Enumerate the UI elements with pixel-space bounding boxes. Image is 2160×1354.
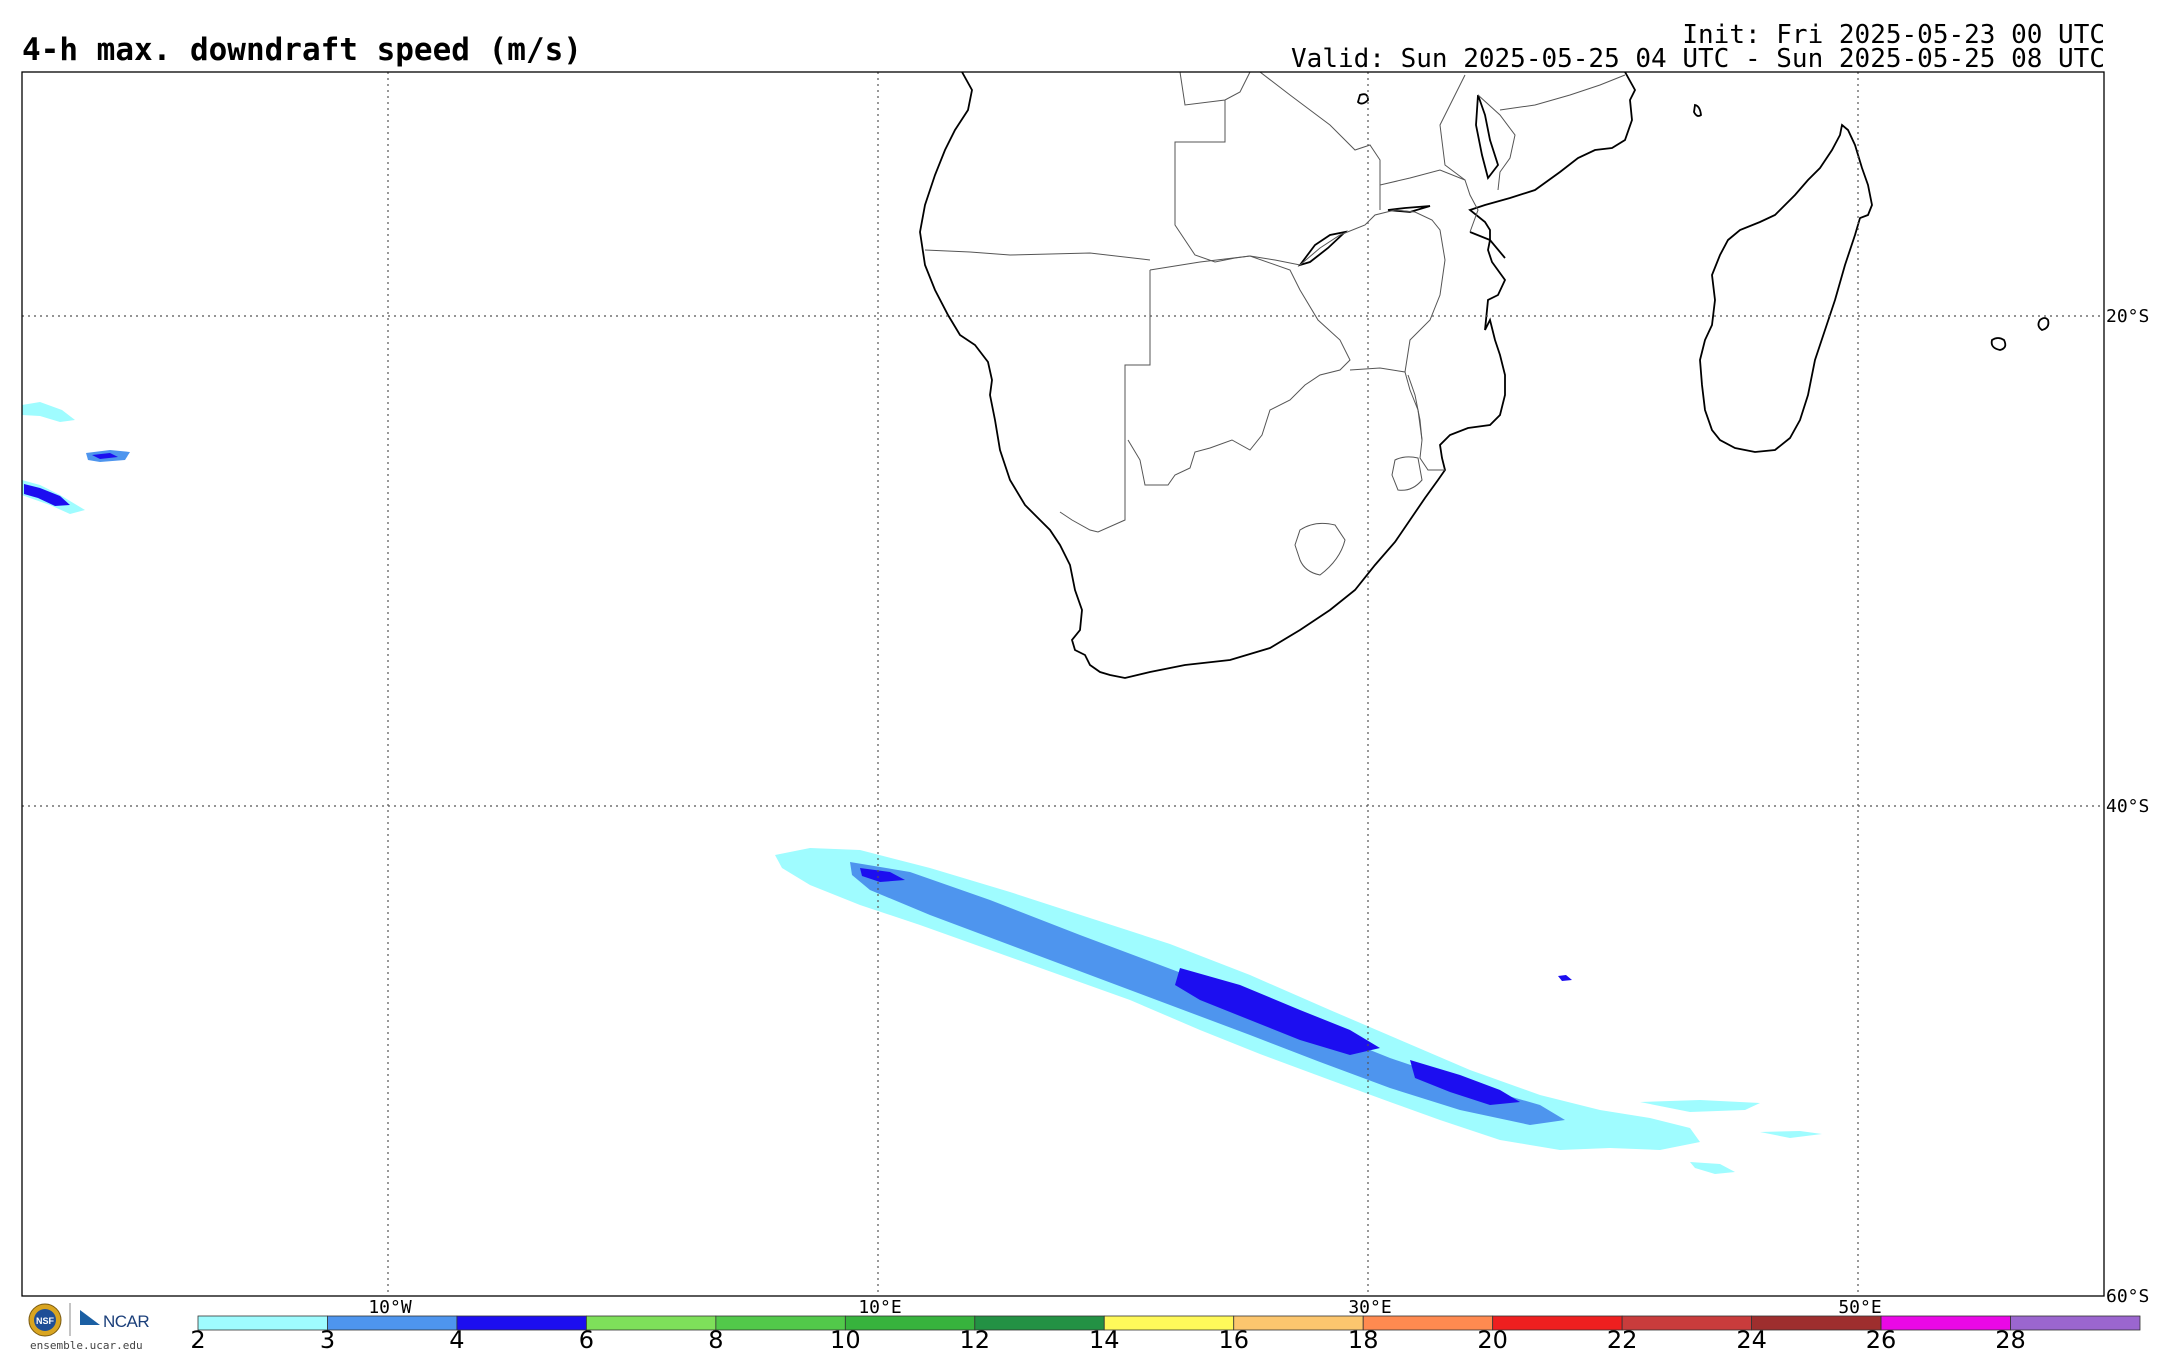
border-botswana — [1127, 255, 1351, 486]
colorbar-swatch — [1362, 1315, 1494, 1331]
madagascar-coastline — [1699, 123, 1873, 453]
colorbar-tick-label: 28 — [1995, 1326, 2026, 1354]
lake-cahora — [1387, 205, 1431, 213]
colorbar-swatch — [844, 1315, 976, 1331]
downdraft-west-dark-2 — [92, 453, 118, 459]
border-mozambique-west — [1379, 169, 1479, 233]
colorbar-tick-label: 6 — [579, 1326, 594, 1354]
lat-label-60s: 60°S — [2106, 1286, 2149, 1307]
lon-label-10w: 10°W — [368, 1297, 412, 1318]
coastlines — [919, 72, 2050, 679]
colorbar-swatch — [1103, 1315, 1235, 1331]
colorbar-swatch — [974, 1315, 1105, 1331]
map-frame — [21, 71, 2105, 1297]
lake-kariba — [1297, 230, 1348, 267]
border-namibia-east — [1059, 270, 1151, 533]
colorbar-tick-label: 8 — [708, 1326, 723, 1354]
island-1 — [1990, 337, 2007, 351]
colorbar-tick-label: 24 — [1736, 1326, 1767, 1354]
border-southafrica-north — [1349, 367, 1445, 471]
lake-malawi — [1475, 94, 1500, 181]
border-lesotho — [1294, 522, 1346, 576]
colorbar-swatch — [1233, 1315, 1364, 1331]
africa-coastline — [919, 72, 1637, 679]
border-tanzania — [1499, 74, 1626, 111]
border-zimbabwe — [1249, 209, 1446, 373]
downdraft-west-light-1 — [22, 402, 75, 422]
downdraft-west-dark-1 — [24, 484, 70, 506]
colorbar-swatch — [2010, 1315, 2141, 1331]
lon-label-50e: 50°E — [1838, 1297, 1881, 1318]
lat-label-20s: 20°S — [2106, 306, 2149, 327]
graticule — [22, 72, 2104, 1296]
colorbar-swatch — [327, 1315, 458, 1331]
colorbar-tick-label: 20 — [1477, 1326, 1508, 1354]
nsf-logo-text: NSF — [36, 1316, 55, 1326]
nsf-logo: NSF — [28, 1303, 100, 1337]
downdraft-band-dark — [1175, 968, 1380, 1055]
colorbar-tick-label: 4 — [449, 1326, 464, 1354]
colorbar-swatch — [1880, 1315, 2011, 1331]
lon-label-30e: 30°E — [1348, 1297, 1391, 1318]
downdraft-band-light-tail — [1640, 1100, 1760, 1112]
island-2 — [2037, 317, 2050, 331]
colorbar-tick-label: 18 — [1348, 1326, 1379, 1354]
colorbar-swatch — [456, 1315, 587, 1331]
downdraft-patch-east — [1558, 975, 1572, 981]
colorbar-tick-label: 22 — [1607, 1326, 1638, 1354]
colorbar-tick-label: 10 — [830, 1326, 861, 1354]
colorbar-tick-label: 14 — [1089, 1326, 1120, 1354]
colorbar-swatch — [586, 1315, 717, 1331]
init-time: Init: Fri 2025-05-23 00 UTC — [1682, 20, 2105, 50]
ncar-logo-text: NCAR — [103, 1312, 150, 1331]
lake-mweru — [1356, 93, 1369, 105]
border-zambia-east — [1259, 72, 1381, 185]
border-zambia — [1174, 72, 1251, 263]
lon-label-10e: 10°E — [858, 1297, 901, 1318]
island-3 — [1693, 103, 1702, 117]
border-eswatini — [1391, 456, 1423, 491]
border-namibia-north — [924, 249, 1151, 261]
ncar-logo-icon — [80, 1310, 100, 1325]
downdraft-band-dark-2 — [1410, 1060, 1520, 1105]
logo-url: ensemble.ucar.edu — [30, 1339, 143, 1352]
country-borders — [924, 72, 1626, 576]
border-mozambique-south — [1407, 374, 1423, 441]
colorbar-tick-label: 2 — [190, 1326, 205, 1354]
colorbar-tick-label: 26 — [1866, 1326, 1897, 1354]
border-malawi — [1439, 74, 1516, 191]
colorbar-swatch — [715, 1315, 846, 1331]
map-title: 4-h max. downdraft speed (m/s) — [22, 32, 582, 68]
colorbar: 2 3 4 6 8 10 12 14 16 18 20 22 24 26 28 — [190, 1315, 2141, 1354]
colorbar-swatch — [1621, 1315, 1752, 1331]
colorbar-tick-label: 12 — [960, 1326, 991, 1354]
downdraft-band-light-tail3 — [1690, 1162, 1735, 1174]
colorbar-swatch — [197, 1315, 328, 1331]
cabora-river — [1469, 231, 1506, 259]
downdraft-band-dark-3 — [860, 868, 905, 882]
colorbar-tick-label: 16 — [1218, 1326, 1249, 1354]
colorbar-swatch — [1492, 1315, 1623, 1331]
downdraft-band-light-tail2 — [1760, 1131, 1822, 1138]
downdraft-field — [22, 402, 1822, 1174]
colorbar-swatch — [1751, 1315, 1882, 1331]
valid-time: Valid: Sun 2025-05-25 04 UTC - Sun 2025-… — [1291, 44, 2105, 74]
colorbar-tick-label: 3 — [320, 1326, 335, 1354]
lat-label-40s: 40°S — [2106, 796, 2149, 817]
